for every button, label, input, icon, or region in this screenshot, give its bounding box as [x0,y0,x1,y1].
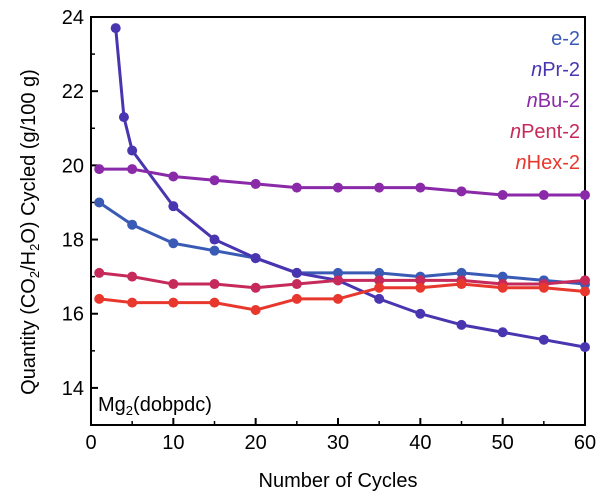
data-point-npr-2 [110,23,121,34]
data-point-npr-2 [538,334,549,345]
data-point-npent-2 [168,279,179,290]
data-point-e-2 [456,267,467,278]
data-point-e-2 [127,219,138,230]
data-point-nbu-2 [250,178,261,189]
data-point-npr-2 [497,327,508,338]
data-point-nbu-2 [291,182,302,193]
data-point-nbu-2 [497,190,508,201]
data-point-nhex-2 [127,297,138,308]
x-tick-label: 0 [85,432,96,454]
data-point-nbu-2 [580,190,590,201]
data-point-npent-2 [127,271,138,282]
data-point-nbu-2 [168,171,179,182]
y-tick-label: 18 [62,230,84,252]
data-point-nbu-2 [415,182,426,193]
data-point-nbu-2 [538,190,549,201]
x-tick-label: 20 [245,432,267,454]
data-point-nbu-2 [456,186,467,197]
legend-entry-npent-2: nPent-2 [509,121,580,143]
y-tick-label: 24 [62,7,84,29]
data-point-e-2 [497,271,508,282]
x-axis-title: Number of Cycles [258,470,418,492]
x-tick-label: 60 [574,432,596,454]
y-tick-label: 14 [62,378,84,400]
data-point-nhex-2 [374,282,385,293]
legend-entry-nhex-2: nHex-2 [515,152,580,174]
data-point-npr-2 [291,267,302,278]
legend-entry-e-2: e-2 [551,28,580,50]
data-point-nbu-2 [127,164,138,175]
x-tick-label: 50 [492,432,514,454]
data-point-e-2 [94,197,105,208]
data-point-npr-2 [250,253,261,264]
data-point-e-2 [168,238,179,249]
data-point-e-2 [374,267,385,278]
x-tick-label: 40 [409,432,431,454]
data-point-npr-2 [168,201,179,212]
data-point-npent-2 [209,279,220,290]
data-point-nbu-2 [94,164,105,175]
data-point-nhex-2 [291,293,302,304]
data-point-npent-2 [580,275,590,286]
data-point-nhex-2 [333,293,343,304]
data-point-npr-2 [456,319,467,330]
data-point-nhex-2 [580,286,590,297]
data-point-npent-2 [250,282,261,293]
data-point-nbu-2 [374,182,385,193]
data-point-npent-2 [415,275,426,286]
y-tick-label: 22 [62,81,84,103]
data-point-npr-2 [209,234,220,245]
legend-entry-nbu-2: nBu-2 [526,90,580,112]
data-point-nhex-2 [168,297,179,308]
data-point-nhex-2 [497,282,508,293]
legend-entry-npr-2: nPr-2 [531,59,580,81]
y-tick-label: 16 [62,304,84,326]
data-point-nhex-2 [456,279,467,290]
data-point-npent-2 [94,267,105,278]
series-line-npr-2 [114,27,586,349]
data-point-npr-2 [374,293,385,304]
data-point-nhex-2 [250,305,261,316]
data-point-nbu-2 [333,182,343,193]
data-point-npr-2 [415,308,426,319]
data-point-nhex-2 [415,282,426,293]
data-point-npent-2 [333,275,343,286]
data-point-e-2 [333,267,343,278]
legend: e-2 nPr-2 nBu-2 nPent-2 nHex-2 [510,24,580,179]
sample-annotation: Mg2(dobpdc) [98,394,212,418]
data-point-nbu-2 [209,175,220,186]
x-tick-label: 30 [327,432,349,454]
data-point-npent-2 [374,275,385,286]
data-point-e-2 [209,245,220,256]
data-point-nhex-2 [94,293,105,304]
y-axis-title: Quantity (CO2/H2O) Cycled (g/100 g) [18,69,42,395]
data-point-npr-2 [580,342,590,353]
y-tick-label: 20 [62,155,84,177]
x-tick-label: 10 [162,432,184,454]
data-point-npr-2 [118,112,129,123]
data-point-npr-2 [127,145,138,156]
data-point-nhex-2 [209,297,220,308]
data-point-nhex-2 [538,282,549,293]
data-point-npent-2 [291,279,302,290]
